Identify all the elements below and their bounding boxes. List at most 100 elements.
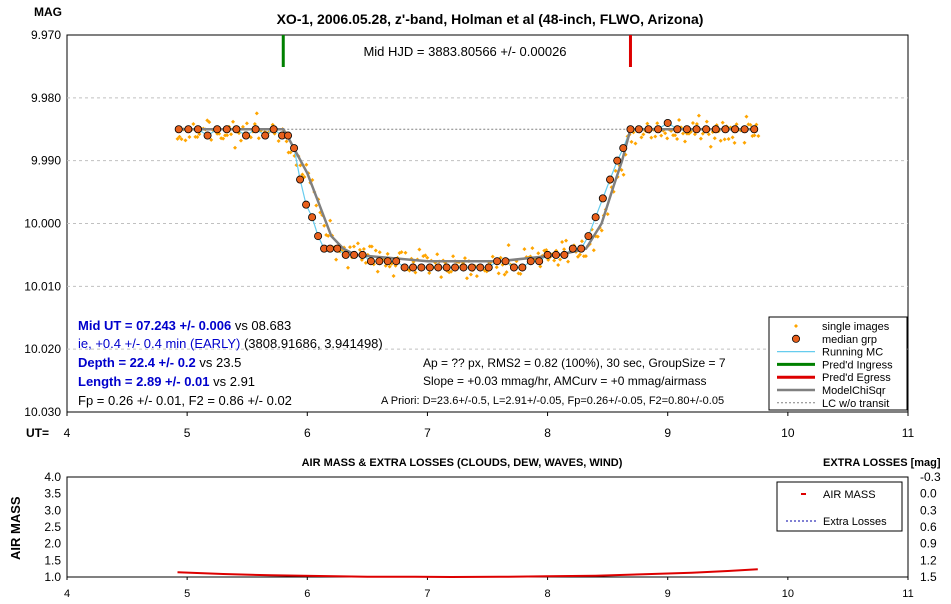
- single-image-point: [417, 247, 422, 252]
- single-image-point: [238, 138, 243, 143]
- top-legend-swatch: [792, 334, 801, 343]
- median-grp-point: [654, 125, 663, 134]
- depth-value: Depth = 22.4 +/- 0.2: [78, 355, 196, 370]
- single-image-point: [649, 135, 654, 140]
- single-image-point: [314, 203, 319, 208]
- single-image-point: [357, 247, 362, 252]
- single-image-point: [712, 136, 717, 141]
- median-grp-point: [584, 232, 593, 241]
- median-grp-point: [383, 257, 392, 266]
- single-image-point: [639, 135, 644, 140]
- single-image-point: [742, 140, 747, 145]
- top-x-tick-label: 5: [184, 426, 191, 440]
- bottom-y-tick-label: 1.5: [44, 553, 61, 567]
- bottom-legend: AIR MASS Extra Losses: [776, 481, 903, 532]
- single-image-point: [577, 252, 582, 257]
- single-image-point: [254, 111, 259, 116]
- single-image-point: [556, 263, 561, 268]
- single-image-point: [663, 131, 668, 136]
- top-legend-label: Running MC: [822, 347, 883, 359]
- single-image-point: [326, 233, 331, 238]
- median-grp-point: [692, 125, 701, 134]
- median-grp-point: [314, 232, 323, 241]
- mid-ut-value: Mid UT = 07.243 +/- 0.006: [78, 318, 231, 333]
- bottom-y2-tick-label: -0.3: [920, 470, 941, 484]
- single-image-point: [225, 133, 230, 138]
- single-image-point: [175, 136, 180, 141]
- bottom-x-tick-label: 10: [782, 588, 794, 600]
- bottom-plot-area: [66, 476, 909, 578]
- median-grp-point: [526, 257, 535, 266]
- bottom-legend-box: [776, 481, 903, 532]
- single-image-point: [351, 244, 356, 249]
- single-image-point: [373, 248, 378, 253]
- median-grp-point: [284, 131, 293, 140]
- single-image-point: [708, 144, 713, 149]
- single-image-point: [347, 245, 352, 250]
- median-grp-point: [290, 144, 299, 153]
- single-image-point: [504, 270, 509, 275]
- ap-annotation: Ap = ?? px, RMS2 = 0.82 (100%), 30 sec, …: [423, 356, 726, 370]
- top-legend-label: median grp: [822, 334, 877, 346]
- single-image-point: [756, 133, 761, 138]
- single-image-point: [449, 269, 454, 274]
- single-image-point: [718, 138, 723, 143]
- median-grp-point: [467, 263, 476, 272]
- single-image-point: [177, 134, 182, 139]
- single-image-point: [221, 136, 226, 141]
- single-image-point: [423, 253, 428, 258]
- single-image-point: [468, 272, 473, 277]
- median-grp-point: [626, 125, 635, 134]
- fp-annotation: Fp = 0.26 +/- 0.01, F2 = 0.86 +/- 0.02: [78, 393, 292, 408]
- single-image-point: [552, 258, 557, 263]
- single-image-point: [284, 139, 289, 144]
- single-image-point: [207, 120, 212, 125]
- mid-ut-annotation: Mid UT = 07.243 +/- 0.006 vs 08.683: [78, 318, 291, 333]
- median-grp-point: [242, 131, 251, 140]
- mid-hjd-annotation: Mid HJD = 3883.80566 +/- 0.00026: [363, 44, 566, 59]
- top-y-tick-label: 10.030: [24, 405, 61, 419]
- bottom-y-tick-label: 1.0: [44, 570, 61, 584]
- top-x-tick-label: 8: [544, 426, 551, 440]
- single-image-point: [375, 269, 380, 274]
- single-image-point: [494, 265, 499, 270]
- median-grp-point: [350, 250, 359, 259]
- top-legend-label: ModelChiSqr: [822, 385, 886, 397]
- median-grp-point: [417, 263, 426, 272]
- median-grp-point: [568, 244, 577, 253]
- single-image-point: [690, 121, 695, 126]
- median-grp-point: [459, 263, 468, 272]
- top-x-tick-label: 6: [304, 426, 311, 440]
- single-image-point: [288, 150, 293, 155]
- top-legend-label: Pred'd Egress: [822, 372, 891, 384]
- median-grp-point: [598, 194, 607, 203]
- single-image-point: [506, 243, 511, 248]
- bottom-x-tick-label: 5: [184, 588, 190, 600]
- single-image-point: [726, 136, 731, 141]
- median-grp-point: [702, 125, 711, 134]
- median-grp-point: [560, 250, 569, 259]
- single-image-point: [413, 270, 418, 275]
- single-image-point: [653, 134, 658, 139]
- bottom-y2-tick-label: 0.9: [920, 537, 937, 551]
- single-image-point: [385, 251, 390, 256]
- single-image-point: [322, 223, 327, 228]
- length-vs: vs 2.91: [210, 374, 256, 389]
- single-image-point: [720, 120, 725, 125]
- single-image-point: [730, 135, 735, 140]
- top-y-tick-label: 9.990: [31, 154, 61, 168]
- median-grp-point: [493, 257, 502, 266]
- single-image-point: [698, 136, 703, 141]
- single-image-point: [179, 137, 184, 142]
- median-grp-point: [400, 263, 409, 272]
- single-image-point: [244, 121, 249, 126]
- bottom-x-tick-label: 6: [304, 588, 310, 600]
- single-image-point: [744, 114, 749, 119]
- single-image-point: [536, 251, 541, 256]
- single-image-point: [748, 122, 753, 127]
- median-grp-point: [451, 263, 460, 272]
- median-grp-point: [333, 244, 342, 253]
- top-y-tick-label: 9.980: [31, 91, 61, 105]
